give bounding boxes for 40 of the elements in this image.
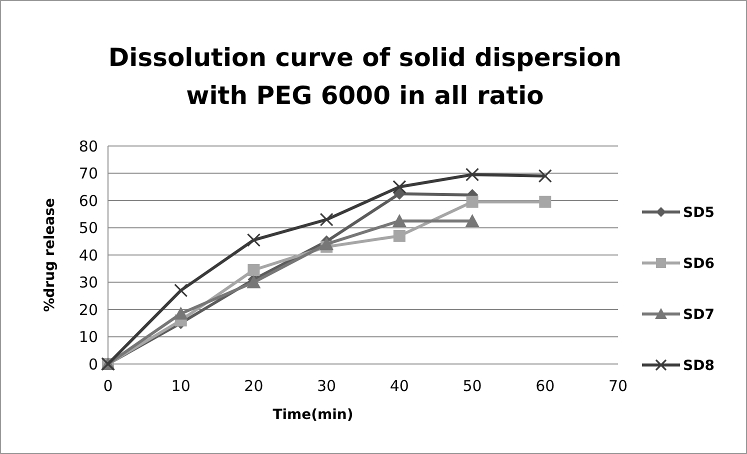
point xyxy=(392,180,406,194)
point xyxy=(392,214,406,227)
point xyxy=(393,230,406,242)
x-tick-label: 0 xyxy=(103,377,113,395)
x-tick-label: 40 xyxy=(390,377,409,395)
point xyxy=(320,212,334,226)
y-tick-label: 20 xyxy=(78,300,98,319)
x-tick-label: 60 xyxy=(536,377,555,395)
y-tick-label: 30 xyxy=(78,274,98,292)
y-tick-label: 40 xyxy=(78,246,98,264)
point xyxy=(246,275,261,288)
legend-label: SD8 xyxy=(683,358,714,374)
point xyxy=(246,233,261,247)
y-tick-label: 50 xyxy=(78,219,98,237)
legend-label: SD5 xyxy=(683,204,714,221)
y-tick-label: 80 xyxy=(78,137,98,156)
x-tick-label: 20 xyxy=(244,377,264,395)
x-tick-label: 50 xyxy=(462,377,482,395)
point xyxy=(539,196,552,208)
point xyxy=(538,169,552,183)
y-tick-label: 0 xyxy=(88,355,98,374)
x-axis-title: Time(min) xyxy=(272,407,354,423)
y-axis-title: %drug release xyxy=(42,198,58,312)
point xyxy=(320,237,334,250)
legend-label: SD6 xyxy=(683,256,714,272)
x-tick-label: 10 xyxy=(171,377,190,395)
point xyxy=(465,214,480,227)
point xyxy=(174,284,188,298)
x-tick-label: 70 xyxy=(608,377,628,395)
x-tick-label: 30 xyxy=(317,377,336,395)
y-tick-label: 10 xyxy=(78,328,98,346)
y-tick-label: 70 xyxy=(78,164,98,182)
chart-title: Dissolution curve of solid dispersion with PEG 6000 in all ratio xyxy=(108,43,622,110)
point xyxy=(465,168,480,182)
legend-label: SD7 xyxy=(683,306,714,323)
point xyxy=(466,196,478,208)
point xyxy=(248,264,260,276)
y-tick-label: 60 xyxy=(78,192,98,210)
point xyxy=(393,188,406,200)
point xyxy=(174,306,188,320)
